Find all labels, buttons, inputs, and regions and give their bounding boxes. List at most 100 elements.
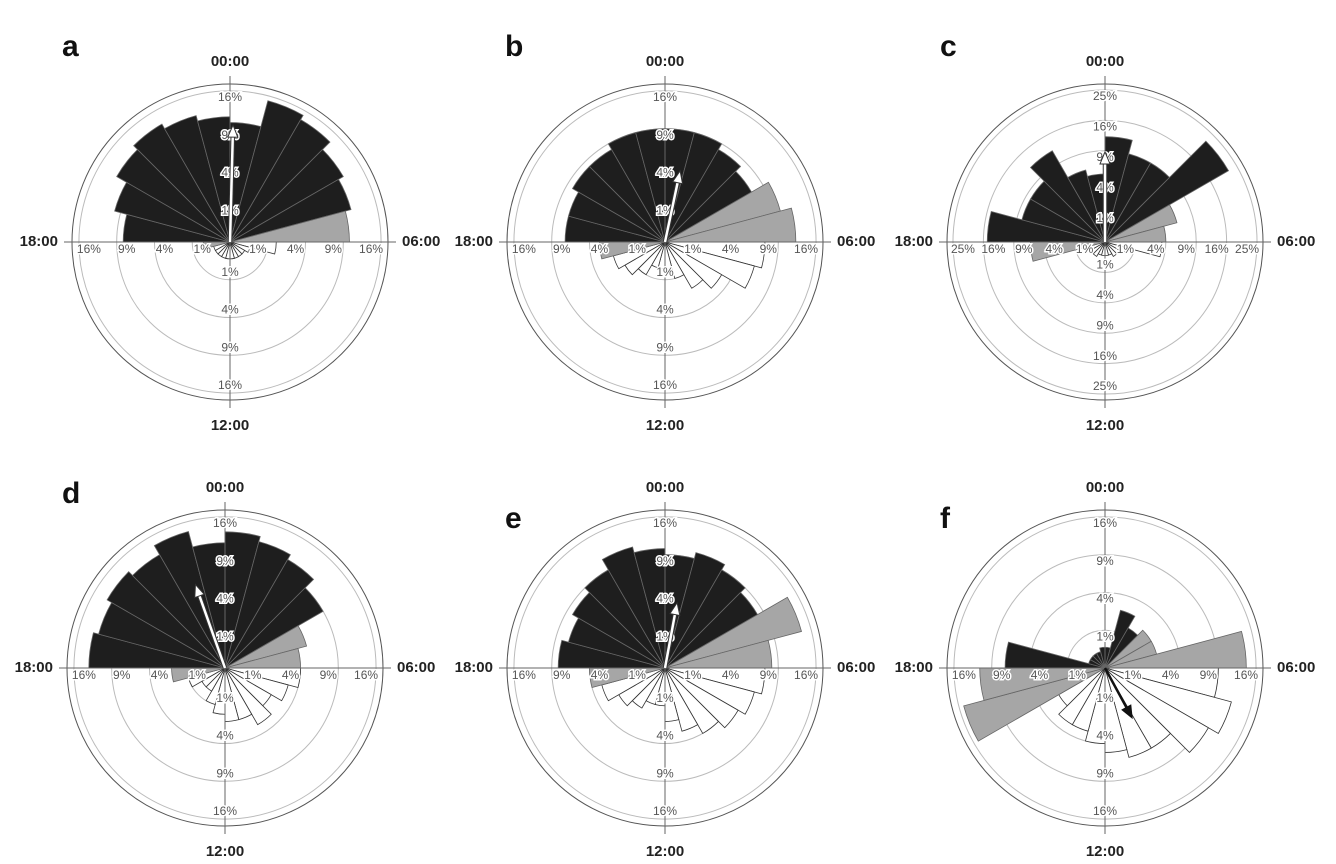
- radial-tick-label: 1%: [656, 691, 674, 705]
- radial-tick-label: 4%: [656, 729, 674, 743]
- rose-chart: 1%1%1%1%4%4%4%4%9%9%9%9%16%16%16%16%00:0…: [15, 477, 436, 860]
- radial-tick-label: 4%: [1162, 668, 1180, 682]
- rose-chart: 1%1%1%1%4%4%4%4%9%9%9%9%16%16%16%16%00:0…: [455, 479, 876, 860]
- radial-tick-label: 16%: [653, 516, 677, 530]
- hour-label: 06:00: [1277, 233, 1315, 250]
- radial-tick-label: 1%: [189, 668, 207, 682]
- radial-tick-label: 1%: [1096, 691, 1114, 705]
- radial-tick-label: 1%: [1124, 668, 1142, 682]
- radial-tick-label: 16%: [952, 668, 976, 682]
- radial-tick-label: 1%: [1069, 668, 1087, 682]
- radial-tick-label: 9%: [118, 242, 136, 256]
- radial-tick-label: 9%: [1096, 318, 1114, 332]
- radial-tick-label: 4%: [656, 166, 674, 180]
- hour-label: 18:00: [15, 659, 53, 676]
- hour-label: 18:00: [895, 659, 933, 676]
- radial-tick-label: 9%: [553, 242, 571, 256]
- radial-tick-label: 1%: [1096, 258, 1114, 272]
- radial-tick-label: 16%: [653, 804, 677, 818]
- radial-tick-label: 4%: [287, 242, 305, 256]
- radial-tick-label: 4%: [656, 592, 674, 606]
- radial-tick-label: 4%: [591, 668, 609, 682]
- hour-label: 00:00: [211, 53, 249, 70]
- radial-tick-label: 1%: [194, 242, 212, 256]
- radial-tick-label: 1%: [1096, 629, 1114, 643]
- hour-label: 06:00: [402, 233, 440, 250]
- hour-label: 06:00: [837, 233, 875, 250]
- hour-label: 06:00: [397, 659, 435, 676]
- radial-tick-label: 9%: [656, 554, 674, 568]
- panel-label: e: [505, 502, 522, 535]
- hour-label: 18:00: [455, 233, 493, 250]
- radial-tick-label: 4%: [1031, 668, 1049, 682]
- radial-tick-label: 9%: [1178, 242, 1196, 256]
- radial-tick-label: 16%: [512, 242, 536, 256]
- radial-tick-label: 16%: [1093, 804, 1117, 818]
- panel-label: f: [940, 502, 951, 535]
- panel-label: c: [940, 30, 957, 63]
- radial-tick-label: 4%: [151, 668, 169, 682]
- hour-label: 18:00: [895, 233, 933, 250]
- radial-tick-label: 16%: [354, 668, 378, 682]
- hour-label: 12:00: [646, 843, 684, 860]
- radial-tick-label: 16%: [512, 668, 536, 682]
- radial-tick-label: 9%: [656, 766, 674, 780]
- radial-tick-label: 1%: [244, 668, 262, 682]
- radial-tick-label: 9%: [1096, 554, 1114, 568]
- radial-tick-label: 4%: [1096, 288, 1114, 302]
- radial-tick-label: 4%: [591, 242, 609, 256]
- hour-label: 18:00: [455, 659, 493, 676]
- hour-label: 00:00: [646, 479, 684, 496]
- radial-tick-label: 1%: [1117, 242, 1135, 256]
- radial-tick-label: 4%: [1046, 242, 1064, 256]
- rose-chart: 1%1%1%1%4%4%4%4%9%9%9%9%16%16%16%16%25%2…: [895, 30, 1316, 434]
- radial-tick-label: 9%: [656, 128, 674, 142]
- radial-tick-label: 25%: [1235, 242, 1259, 256]
- radial-tick-label: 16%: [1234, 668, 1258, 682]
- radial-tick-label: 25%: [1093, 379, 1117, 393]
- hour-label: 00:00: [1086, 53, 1124, 70]
- radial-tick-label: 25%: [951, 242, 975, 256]
- radial-tick-label: 16%: [1093, 120, 1117, 134]
- hour-label: 12:00: [646, 417, 684, 434]
- radial-tick-label: 9%: [113, 668, 131, 682]
- radial-tick-label: 9%: [553, 668, 571, 682]
- radial-tick-label: 16%: [981, 242, 1005, 256]
- hour-label: 00:00: [1086, 479, 1124, 496]
- radial-tick-label: 4%: [156, 242, 174, 256]
- hour-label: 12:00: [206, 843, 244, 860]
- figure: 1%1%1%1%4%4%4%4%9%9%9%9%16%16%16%16%00:0…: [0, 0, 1336, 864]
- radial-tick-label: 9%: [1200, 668, 1218, 682]
- radial-tick-label: 1%: [629, 668, 647, 682]
- radial-tick-label: 1%: [249, 242, 267, 256]
- radial-tick-label: 16%: [213, 516, 237, 530]
- radial-tick-label: 9%: [1015, 242, 1033, 256]
- radial-tick-label: 1%: [656, 265, 674, 279]
- radial-tick-label: 9%: [320, 668, 338, 682]
- radial-tick-label: 9%: [760, 668, 778, 682]
- hour-label: 06:00: [837, 659, 875, 676]
- radial-tick-label: 16%: [794, 242, 818, 256]
- radial-tick-label: 16%: [218, 378, 242, 392]
- radial-tick-label: 16%: [218, 90, 242, 104]
- radial-tick-label: 4%: [1147, 242, 1165, 256]
- radial-tick-label: 16%: [1093, 516, 1117, 530]
- radial-tick-label: 16%: [77, 242, 101, 256]
- radial-tick-label: 16%: [653, 90, 677, 104]
- radial-tick-label: 4%: [216, 729, 234, 743]
- panel-label: b: [505, 30, 523, 63]
- radial-tick-label: 16%: [72, 668, 96, 682]
- radial-tick-label: 9%: [216, 766, 234, 780]
- radial-tick-label: 4%: [656, 303, 674, 317]
- rose-chart: 1%1%1%1%4%4%4%4%9%9%9%9%16%16%16%16%00:0…: [895, 479, 1316, 860]
- radial-tick-label: 9%: [656, 340, 674, 354]
- hour-label: 12:00: [211, 417, 249, 434]
- radial-tick-label: 16%: [213, 804, 237, 818]
- radial-tick-label: 16%: [1093, 349, 1117, 363]
- radial-tick-label: 1%: [221, 265, 239, 279]
- hour-label: 12:00: [1086, 843, 1124, 860]
- radial-tick-label: 4%: [722, 242, 740, 256]
- hour-label: 18:00: [20, 233, 58, 250]
- radial-tick-label: 9%: [993, 668, 1011, 682]
- rose-chart: 1%1%1%1%4%4%4%4%9%9%9%9%16%16%16%16%00:0…: [20, 30, 441, 434]
